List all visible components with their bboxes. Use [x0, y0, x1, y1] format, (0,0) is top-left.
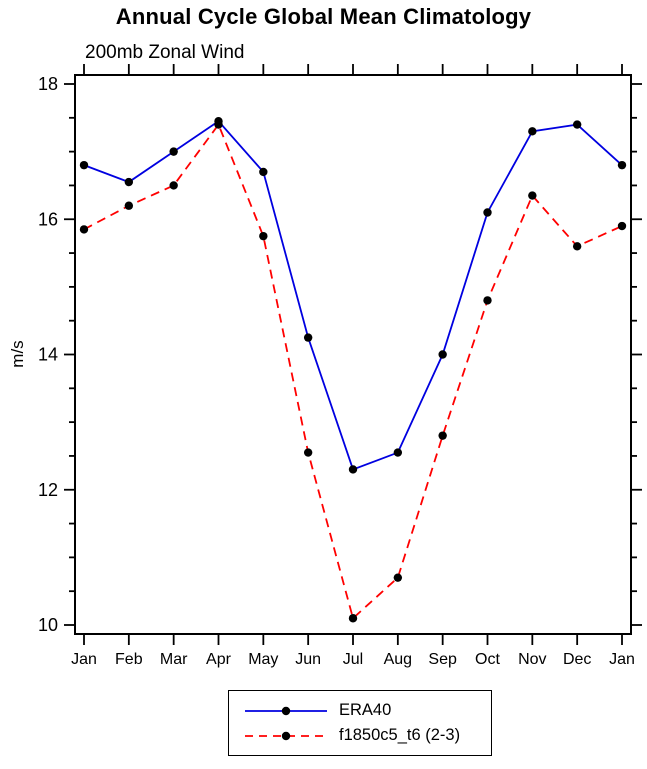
legend-line-sample-dashed	[245, 731, 327, 740]
y-tick-label: 16	[38, 209, 58, 229]
legend-line-sample-solid	[245, 706, 327, 715]
x-tick-label: Sep	[428, 651, 457, 668]
x-tick-label: Nov	[518, 651, 546, 668]
data-point-marker	[348, 465, 358, 474]
x-tick-label: Dec	[563, 651, 591, 668]
data-point-marker	[393, 573, 403, 582]
x-tick-label: May	[248, 651, 278, 668]
data-point-marker	[169, 181, 178, 190]
data-point-marker	[259, 231, 268, 241]
y-tick-label: 14	[38, 345, 58, 365]
legend: ERA40 f1850c5_t6 (2-3)	[228, 690, 492, 756]
y-tick-label: 12	[38, 480, 58, 500]
data-point-marker	[483, 296, 492, 305]
y-tick-label: 10	[38, 615, 58, 635]
data-point-marker	[483, 208, 492, 217]
x-tick-label: Jul	[343, 651, 363, 668]
data-point-marker	[124, 201, 134, 210]
data-point-marker	[169, 147, 178, 156]
data-point-marker	[393, 448, 403, 457]
data-point-marker	[572, 120, 582, 129]
data-point-marker	[438, 431, 447, 440]
data-point-marker	[214, 120, 223, 129]
data-point-marker	[617, 160, 627, 170]
data-point-marker	[303, 333, 313, 342]
x-tick-label: Aug	[384, 651, 412, 668]
data-point-marker	[572, 242, 582, 251]
x-tick-label: Feb	[115, 651, 143, 668]
data-point-marker	[348, 614, 358, 623]
x-tick-label: Oct	[475, 651, 500, 668]
plot-frame	[74, 74, 632, 635]
data-point-marker	[79, 225, 89, 234]
data-point-marker	[79, 160, 89, 170]
x-tick-label: Jan	[71, 651, 97, 668]
data-point-marker	[124, 177, 134, 187]
x-tick-label: Mar	[160, 651, 188, 668]
data-point-marker	[303, 448, 313, 457]
data-point-marker	[259, 167, 268, 177]
legend-label-era40: ERA40	[339, 701, 392, 719]
chart-subtitle: 200mb Zonal Wind	[85, 42, 245, 63]
x-tick-label: Apr	[206, 651, 232, 668]
series-line-era40	[83, 120, 623, 471]
x-tick-label: Jan	[609, 651, 635, 668]
legend-label-f1850c5: f1850c5_t6 (2-3)	[339, 726, 461, 744]
data-point-marker	[528, 191, 537, 200]
data-point-marker	[617, 221, 627, 231]
legend-entry-era40: ERA40	[243, 701, 491, 720]
y-tick-label: 18	[38, 74, 58, 94]
x-tick-label: Jun	[295, 651, 321, 668]
chart-title: Annual Cycle Global Mean Climatology	[115, 4, 532, 29]
data-point-marker	[438, 350, 447, 359]
legend-entry-f1850c5: f1850c5_t6 (2-3)	[243, 726, 491, 745]
data-point-marker	[528, 127, 537, 136]
series-line-f1850c5-t6-2-3-	[83, 122, 623, 620]
